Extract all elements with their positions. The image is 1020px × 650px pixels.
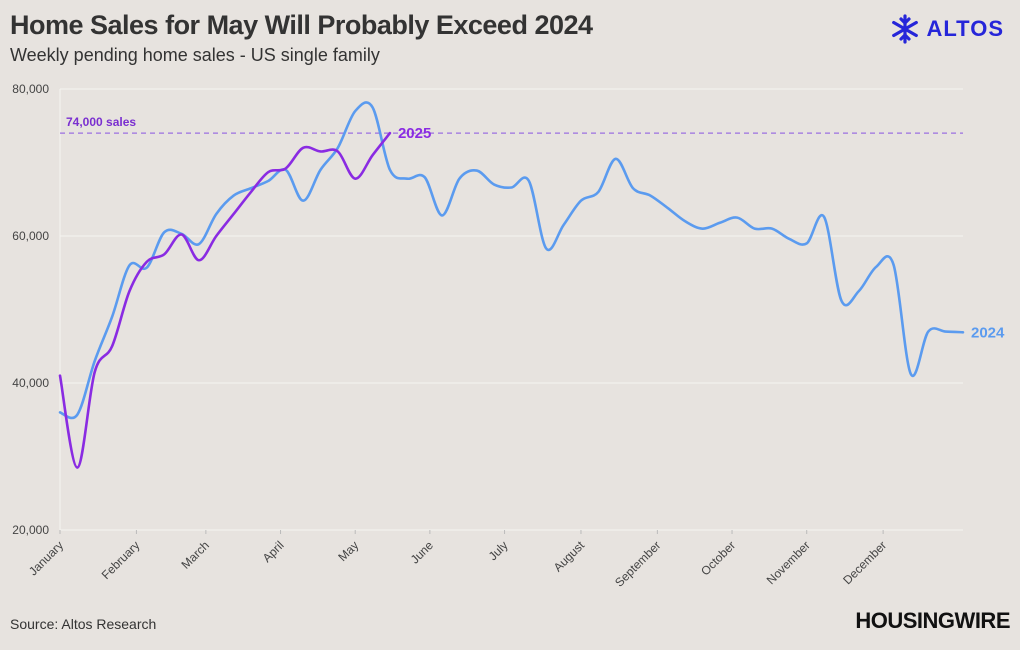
chart-subtitle: Weekly pending home sales - US single fa… [10,45,380,65]
x-tick-label: April [260,538,287,565]
x-tick-label: August [551,538,588,575]
x-tick-label: March [179,538,212,571]
x-tick-label: October [698,538,738,578]
logo-text: ALTOS [926,16,1004,41]
series-line-2024 [58,101,965,420]
x-tick-label: January [26,538,66,578]
x-tick-label: June [408,538,437,567]
source-note: Source: Altos Research [10,616,157,632]
x-tick-label: December [840,538,889,587]
y-tick-label: 60,000 [12,229,49,243]
y-tick-label: 40,000 [12,376,49,390]
x-tick-label: May [335,538,361,564]
x-tick-label: September [612,538,663,589]
x-tick-label: July [486,538,511,563]
x-tick-label: February [99,538,143,582]
y-axis-ticks: 20,000 40,000 60,000 80,000 [12,82,49,537]
snowflake-icon [892,14,919,44]
series-lines: 2024 2025 [58,101,1005,469]
series-label-2024: 2024 [971,324,1005,341]
series-label-2025: 2025 [398,125,431,142]
grid-lines [59,88,963,531]
series-line-2025 [58,131,392,469]
reference-line-group: 74,000 sales [60,115,963,134]
reference-line-label: 74,000 sales [66,115,136,129]
y-tick-label: 20,000 [12,523,49,537]
altos-logo: ALTOS [890,14,1004,44]
x-axis-ticks: January February March April May June July Augu… [26,530,889,590]
housingwire-logo: HOUSINGWIRE [855,608,1010,633]
y-tick-label: 80,000 [12,82,49,96]
chart-title: Home Sales for May Will Probably Exceed … [10,10,593,40]
x-tick-label: November [764,538,813,587]
